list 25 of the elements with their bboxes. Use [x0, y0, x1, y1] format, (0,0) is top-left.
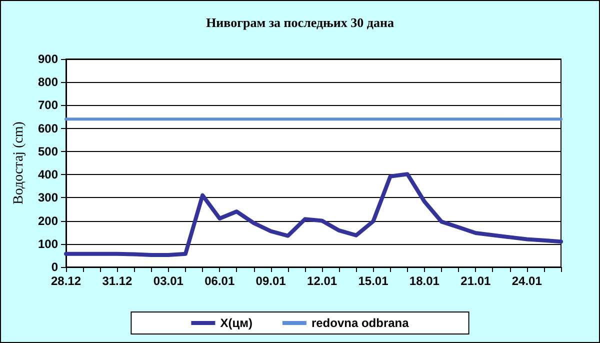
y-tick-label: 600	[38, 121, 58, 136]
y-tick-label: 100	[38, 236, 58, 251]
x-tick-label: 03.01	[153, 274, 184, 288]
y-tick-label: 800	[38, 75, 58, 90]
chart-title: Нивограм за последњих 30 дана	[206, 15, 394, 30]
y-tick-label: 700	[38, 98, 58, 112]
x-tick-label: 12.01	[307, 274, 338, 288]
legend-label: redovna odbrana	[311, 316, 410, 330]
y-axis-title: Водостај (cm)	[12, 121, 26, 204]
y-tick-label: 300	[38, 190, 58, 205]
x-tick-label: 06.01	[204, 274, 235, 288]
y-tick-label: 900	[38, 52, 58, 66]
x-tick-label: 24.01	[512, 274, 542, 288]
y-tick-label: 500	[38, 144, 58, 158]
y-tick-label: 200	[38, 214, 58, 228]
y-tick-label: 400	[38, 168, 58, 182]
x-tick-label: 15.01	[358, 274, 389, 288]
x-tick-label: 18.01	[409, 274, 440, 288]
x-tick-label: 09.01	[256, 274, 286, 288]
legend-label: X(цм)	[220, 316, 252, 330]
x-tick-label: 31.12	[102, 274, 133, 288]
x-tick-label: 21.01	[460, 274, 491, 288]
y-tick-label: 0	[51, 260, 58, 274]
line-series	[64, 172, 563, 257]
x-tick-label: 28.12	[50, 274, 82, 288]
